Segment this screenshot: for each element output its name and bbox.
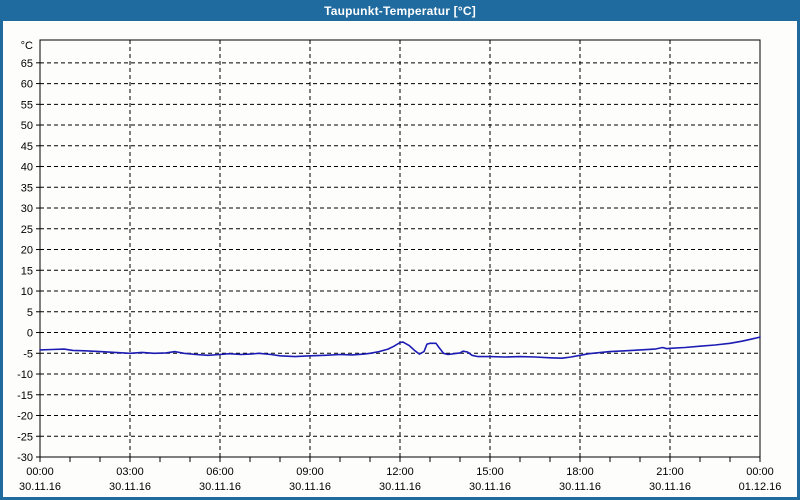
y-tick-label: 40 <box>21 162 33 174</box>
x-tick-date-label: 30.11.16 <box>199 481 241 493</box>
y-tick-label: 60 <box>21 79 33 91</box>
temperature-line <box>39 336 761 360</box>
y-tick-label: -20 <box>17 411 33 423</box>
y-tick-label: 65 <box>21 58 33 70</box>
window-title: Taupunkt-Temperatur [°C] <box>324 3 476 18</box>
dewpoint-temperature-chart: -30 -25 -20 -15 -10 -5 0 5 10 15 20 25 30 35 40 45 50 55 6… <box>17 39 782 493</box>
y-tick-label: -30 <box>17 452 33 464</box>
plot-border <box>39 39 761 458</box>
x-tick-time-label: 12:00 <box>386 466 414 478</box>
y-tick-label: 30 <box>21 203 33 215</box>
y-tick-label: 50 <box>21 120 33 132</box>
x-tick-time-label: 18:00 <box>566 466 594 478</box>
y-tick-label: -15 <box>17 390 33 402</box>
x-tick-date-label: 01.12.16 <box>739 481 782 493</box>
chart-content: -30 -25 -20 -15 -10 -5 0 5 10 15 20 25 30 35 40 45 50 55 6… <box>3 21 797 497</box>
y-tick-label: 0 <box>27 328 33 340</box>
x-tick-date-label: 30.11.16 <box>109 481 151 493</box>
y-tick-label: 35 <box>21 182 33 194</box>
y-tick-label: 55 <box>21 99 33 111</box>
y-tick-label: 15 <box>21 265 33 277</box>
x-tick-time-label: 03:00 <box>116 466 144 478</box>
y-axis-unit-label: °C <box>21 40 33 52</box>
x-tick-time-label: 09:00 <box>296 466 324 478</box>
x-tick-time-label: 06:00 <box>206 466 234 478</box>
y-tick-label: 10 <box>21 286 33 298</box>
window-titlebar[interactable]: Taupunkt-Temperatur [°C] <box>0 0 800 21</box>
y-tick-label: 45 <box>21 141 33 153</box>
y-tick-label: -10 <box>17 369 33 381</box>
x-tick-time-label: 00:00 <box>26 466 54 478</box>
x-tick-date-label: 30.11.16 <box>379 481 421 493</box>
y-tick-label: 25 <box>21 224 33 236</box>
x-tick-date-label: 30.11.16 <box>19 481 61 493</box>
y-tick-label: -5 <box>23 348 33 360</box>
x-tick-time-label: 00:00 <box>746 466 774 478</box>
x-tick-date-label: 30.11.16 <box>649 481 691 493</box>
y-tick-label: 20 <box>21 245 33 257</box>
x-tick-date-label: 30.11.16 <box>469 481 511 493</box>
x-tick-time-label: 15:00 <box>476 466 504 478</box>
x-tick-date-label: 30.11.16 <box>289 481 331 493</box>
y-tick-label: 5 <box>27 307 33 319</box>
y-tick-label: -25 <box>17 431 33 443</box>
x-tick-time-label: 21:00 <box>656 466 684 478</box>
x-tick-date-label: 30.11.16 <box>559 481 601 493</box>
